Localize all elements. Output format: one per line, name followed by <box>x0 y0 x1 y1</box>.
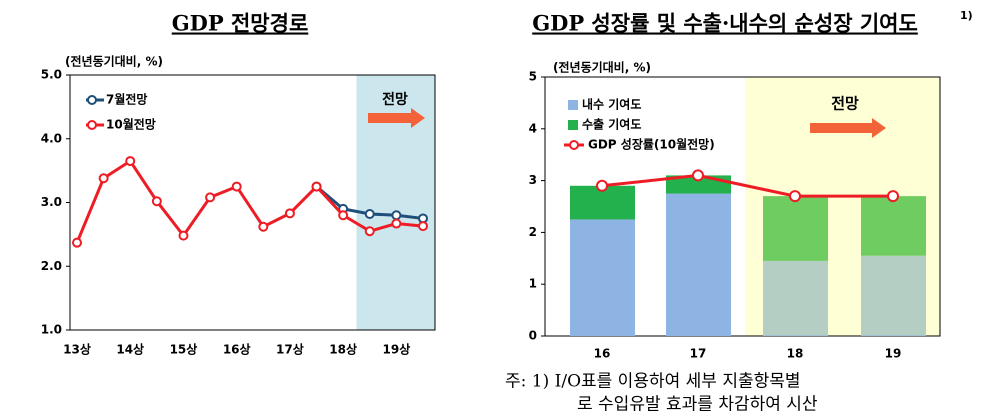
x-tick-label: 19상 <box>383 342 411 357</box>
bar-segment <box>861 196 926 256</box>
bar-segment <box>763 260 828 336</box>
bar-segment <box>861 255 926 336</box>
point <box>789 190 801 203</box>
y-tick-label: 1 <box>529 277 537 291</box>
point <box>391 218 402 229</box>
footnote: 주: 1) I/O표를 이용하여 세부 지출항목별 <box>505 372 801 392</box>
plot-area <box>544 76 941 337</box>
title-superscript: 1) <box>960 9 973 22</box>
y-tick-label: 0 <box>529 329 537 343</box>
bar-segment <box>666 193 731 336</box>
y-tick-label: 3 <box>529 173 537 187</box>
y-tick-label: 4 <box>529 121 537 135</box>
point <box>72 237 82 248</box>
footnote: 로 수입유발 효과를 차감하여 시산 <box>577 395 818 415</box>
legend-swatch <box>568 120 578 130</box>
x-tick-label: 16 <box>594 347 611 361</box>
bar-segment <box>570 219 635 336</box>
legend-label: 7월전망 <box>106 92 147 107</box>
point <box>125 156 136 167</box>
point <box>205 192 216 203</box>
x-tick-label: 18상 <box>329 342 357 357</box>
unit-label: (전년동기대비, %) <box>65 54 163 69</box>
point <box>364 208 375 219</box>
point <box>364 226 375 237</box>
legend-label: 내수 기여도 <box>582 97 641 112</box>
y-tick-label: 2.0 <box>41 259 62 273</box>
legend-marker <box>569 140 579 150</box>
point <box>391 210 402 221</box>
arrow <box>368 108 425 128</box>
forecast-shade <box>745 77 940 336</box>
point <box>418 221 428 232</box>
y-tick-label: 5.0 <box>41 68 62 82</box>
point <box>178 230 189 241</box>
point <box>284 208 295 219</box>
point <box>98 173 109 184</box>
legend-label: 수출 기여도 <box>582 117 641 132</box>
point <box>596 179 608 192</box>
legend-swatch <box>568 100 578 110</box>
x-tick-label: 13상 <box>63 342 91 357</box>
chart-title: GDP 성장률 및 수출·내수의 순성장 기여도 <box>532 11 918 36</box>
y-tick-label: 4.0 <box>41 131 62 145</box>
y-tick-label: 3.0 <box>41 195 62 209</box>
y-tick-label: 2 <box>529 225 537 239</box>
x-tick-label: 15상 <box>170 342 198 357</box>
legend-marker <box>87 120 97 130</box>
arrow <box>810 118 886 138</box>
legend-label: GDP 성장률(10월전망) <box>588 137 715 152</box>
chart-title: GDP 전망경로 <box>172 11 309 36</box>
point <box>692 169 704 182</box>
x-tick-label: 14상 <box>116 342 144 357</box>
x-tick-label: 16상 <box>223 342 251 357</box>
point <box>151 196 162 207</box>
point <box>258 221 269 232</box>
x-tick-label: 17 <box>690 347 707 361</box>
point <box>231 181 242 192</box>
x-tick-label: 18 <box>787 347 804 361</box>
legend-marker <box>87 95 97 105</box>
annotation: 전망 <box>831 95 859 113</box>
annotation: 전망 <box>382 91 408 108</box>
x-tick-label: 17상 <box>276 342 304 357</box>
point <box>338 210 349 221</box>
y-tick-label: 5 <box>529 70 537 84</box>
point <box>887 190 899 203</box>
series-line <box>601 173 893 198</box>
x-tick-label: 19 <box>885 347 902 361</box>
point <box>311 181 322 192</box>
legend-label: 10월전망 <box>106 117 156 132</box>
y-tick-label: 1.0 <box>41 323 62 337</box>
series-line <box>75 158 424 244</box>
bar-segment <box>763 196 828 261</box>
unit-label: (전년동기대비, %) <box>553 60 651 75</box>
